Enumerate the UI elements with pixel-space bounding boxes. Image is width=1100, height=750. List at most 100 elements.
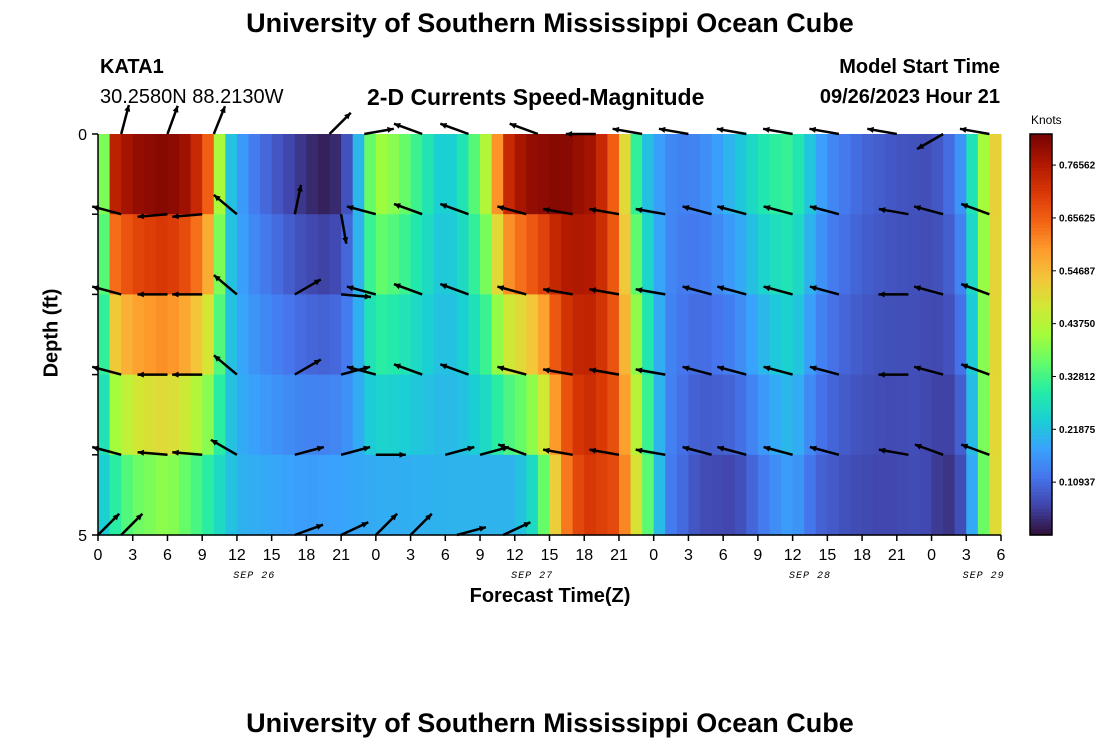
colorbar-step bbox=[1030, 354, 1052, 359]
colorbar-step bbox=[1030, 144, 1052, 148]
heatmap-cell bbox=[769, 134, 782, 215]
heatmap-cell bbox=[862, 294, 875, 376]
heatmap-cell bbox=[977, 294, 991, 376]
current-vector bbox=[213, 193, 238, 216]
heatmap-cell bbox=[665, 294, 678, 376]
heatmap-cell bbox=[862, 454, 875, 536]
colorbar-step bbox=[1030, 478, 1052, 483]
heatmap-cell bbox=[399, 134, 412, 215]
current-vector bbox=[913, 205, 944, 216]
heatmap-cell bbox=[167, 134, 180, 215]
heatmap-cell bbox=[781, 214, 794, 295]
heatmap-cell bbox=[121, 294, 134, 376]
heatmap-cell bbox=[815, 214, 828, 295]
heatmap-cell bbox=[422, 294, 435, 376]
current-vector bbox=[294, 445, 325, 457]
current-vector bbox=[867, 126, 898, 136]
heatmap-cell bbox=[838, 454, 852, 536]
heatmap-cell bbox=[734, 454, 747, 536]
colorbar-step bbox=[1030, 451, 1052, 456]
colorbar-step bbox=[1030, 277, 1052, 282]
heatmap-cell bbox=[989, 214, 1002, 295]
heatmap-cell bbox=[792, 454, 805, 536]
heatmap-cell bbox=[873, 294, 886, 376]
current-vector bbox=[340, 293, 372, 300]
heatmap-cell bbox=[526, 134, 539, 215]
heatmap-cell bbox=[688, 214, 701, 295]
heatmap-cell bbox=[294, 294, 307, 376]
current-vector bbox=[166, 105, 179, 135]
heatmap-cell bbox=[179, 374, 192, 456]
heatmap-cell bbox=[827, 374, 840, 456]
heatmap-cell bbox=[537, 134, 551, 215]
heatmap-cell bbox=[433, 214, 446, 295]
heatmap-cell bbox=[317, 134, 331, 215]
y-tick-label: 0 bbox=[78, 127, 87, 144]
heatmap-cell bbox=[503, 134, 516, 215]
heatmap-cell bbox=[190, 214, 203, 295]
colorbar-step bbox=[1030, 147, 1052, 152]
colorbar-step bbox=[1030, 137, 1052, 142]
current-vector bbox=[716, 445, 747, 457]
heatmap-cell bbox=[294, 214, 307, 295]
x-tick-label: 9 bbox=[476, 547, 485, 564]
heatmap-cell bbox=[966, 134, 979, 215]
colorbar-step bbox=[1030, 357, 1052, 362]
y-axis: 05 bbox=[78, 127, 99, 545]
colorbar-step bbox=[1030, 438, 1052, 443]
heatmap-cell bbox=[711, 134, 724, 215]
heatmap-cell bbox=[341, 454, 354, 536]
heatmap-cell bbox=[306, 454, 319, 536]
current-vector bbox=[763, 445, 793, 457]
colorbar-step bbox=[1030, 504, 1052, 509]
heatmap-cell bbox=[514, 214, 527, 295]
colorbar-step bbox=[1030, 481, 1052, 486]
heatmap-cell bbox=[549, 294, 562, 376]
heatmap-cell bbox=[480, 294, 493, 376]
current-vector bbox=[137, 212, 168, 220]
heatmap-cell bbox=[456, 214, 470, 295]
heatmap-cell bbox=[422, 214, 435, 295]
heatmap-cell bbox=[248, 374, 261, 456]
x-axis: 0 3 6 9 12 15 18 21 0 3 6 9 12 15 18 21 0 3 6 9 12 15 18 21 0 3 6 S… bbox=[94, 534, 1006, 582]
heatmap-cell bbox=[827, 214, 840, 295]
heatmap-cell bbox=[352, 374, 365, 456]
current-vector bbox=[497, 205, 527, 216]
colorbar-step bbox=[1030, 344, 1052, 349]
colorbar-step bbox=[1030, 518, 1052, 523]
heatmap-cell bbox=[121, 134, 134, 215]
heatmap-cell bbox=[387, 294, 400, 376]
colorbar-step bbox=[1030, 441, 1052, 446]
heatmap-cell bbox=[433, 134, 446, 215]
colorbar-step bbox=[1030, 184, 1052, 189]
heatmap-cell bbox=[769, 454, 782, 536]
heatmap-cell bbox=[908, 374, 921, 456]
colorbar-step bbox=[1030, 471, 1052, 476]
heatmap-cell bbox=[410, 294, 423, 376]
heatmap-cell bbox=[294, 374, 307, 456]
heatmap-cell bbox=[109, 454, 122, 536]
heatmap-cell bbox=[468, 214, 481, 295]
heatmap-cell bbox=[966, 374, 979, 456]
current-vector bbox=[682, 445, 712, 457]
x-tick-label: 15 bbox=[818, 547, 836, 564]
colorbar-step bbox=[1030, 164, 1052, 169]
heatmap-cell bbox=[919, 134, 933, 215]
heatmap-cell bbox=[908, 214, 921, 295]
heatmap-cell bbox=[202, 214, 215, 295]
heatmap-cell bbox=[607, 454, 620, 536]
heatmap-cell bbox=[734, 134, 747, 215]
heatmap-cell bbox=[723, 134, 736, 215]
current-vector bbox=[120, 512, 144, 536]
heatmap-cell bbox=[665, 134, 678, 215]
heatmap-cell bbox=[885, 214, 898, 295]
current-vector bbox=[914, 443, 944, 456]
current-vector bbox=[635, 447, 666, 457]
heatmap-cell bbox=[688, 294, 701, 376]
colorbar-step bbox=[1030, 304, 1052, 309]
heatmap-cell bbox=[387, 134, 400, 215]
heatmap-cell bbox=[387, 214, 400, 295]
heatmap-cell bbox=[155, 294, 169, 376]
heatmap-cell bbox=[132, 214, 145, 295]
heatmap-cell bbox=[873, 134, 886, 215]
